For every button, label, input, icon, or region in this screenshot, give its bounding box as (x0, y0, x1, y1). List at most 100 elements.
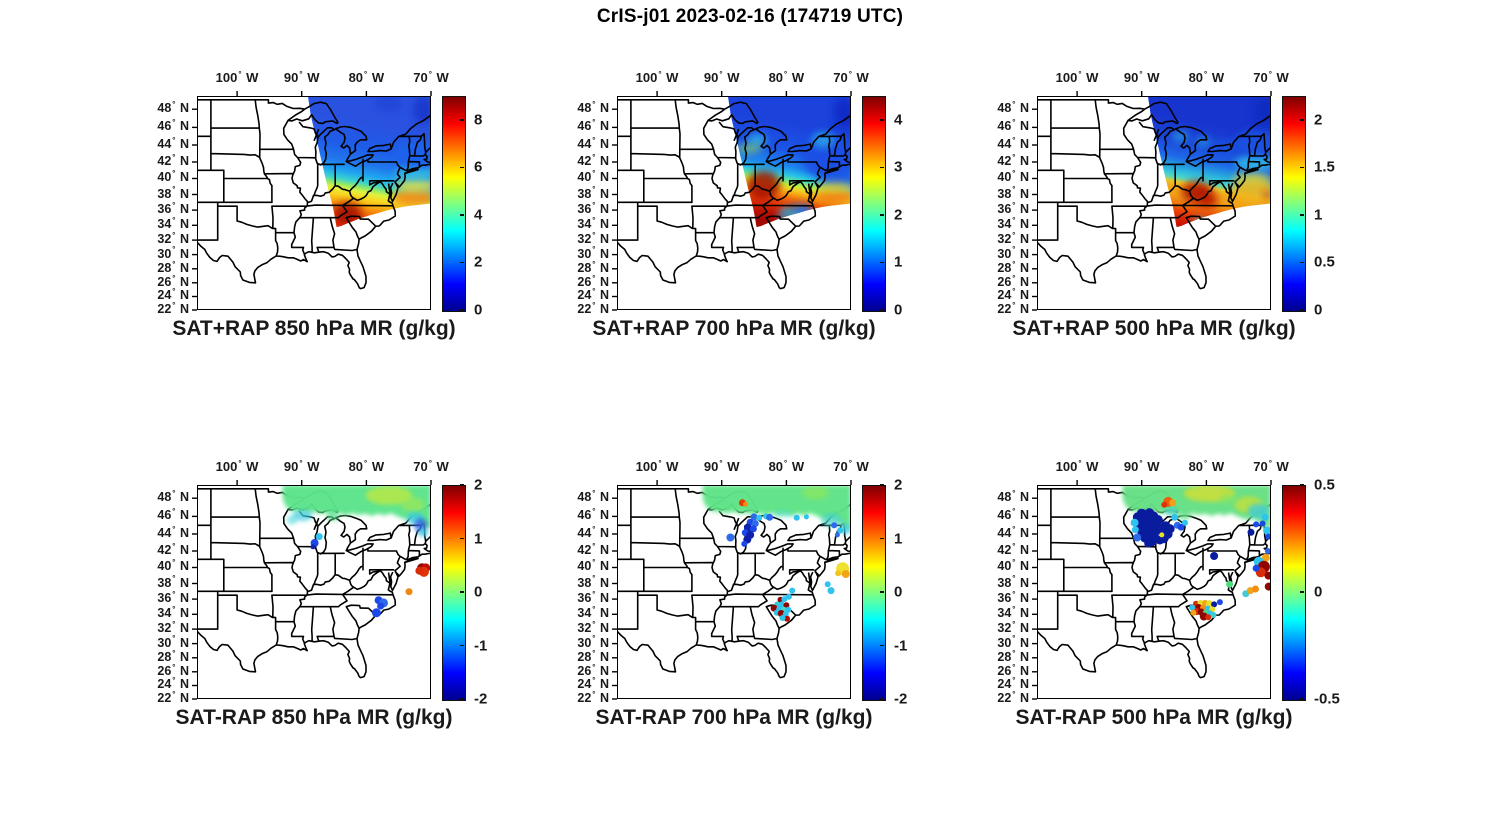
colorbar-tick-mark (880, 698, 884, 700)
degree-symbol: ° (428, 458, 432, 468)
y-tick-label: 36° N (997, 589, 1029, 606)
data-patch (736, 144, 762, 153)
degree-symbol: ° (1012, 619, 1016, 629)
y-tick-label: 46° N (997, 118, 1029, 134)
colorbar-tick-label: 4 (474, 206, 483, 224)
colorbar-gradient (1283, 97, 1305, 311)
y-tick-label: 24° N (577, 287, 609, 303)
retrieval-swath-layer (1037, 96, 1271, 290)
x-tick-label: 100° W (215, 458, 259, 474)
y-tick-label: 46° N (157, 118, 189, 134)
data-patch (789, 205, 796, 211)
x-tick-label: 80° W (1188, 69, 1225, 85)
y-tick-label: 38° N (577, 185, 609, 201)
y-tick-label: 22° N (157, 689, 189, 705)
y-tick-label: 26° N (157, 662, 189, 678)
data-patch (333, 201, 362, 227)
y-tick-label: 34° N (997, 605, 1029, 621)
data-dot (1182, 519, 1188, 526)
degree-symbol: ° (1012, 589, 1016, 599)
x-tick-label: 70° W (413, 69, 449, 85)
state-boundaries (197, 488, 431, 679)
y-tick-label: 36° N (997, 200, 1029, 217)
x-tick-label: 70° W (833, 69, 869, 85)
data-dot (1264, 548, 1271, 554)
data-dot (837, 527, 843, 534)
degree-symbol: ° (1012, 676, 1016, 686)
colorbar-sat-minus-rap-850 (442, 485, 466, 701)
x-tick-label: 90° W (703, 458, 740, 474)
data-dot (778, 601, 785, 608)
degree-symbol: ° (1012, 185, 1016, 195)
x-tick-label: 80° W (768, 458, 805, 474)
colorbar-tick-label: 2 (474, 253, 483, 271)
degree-symbol: ° (719, 458, 723, 468)
colorbar-sat-plus-rap-850 (442, 96, 466, 312)
colorbar-tick-mark (460, 119, 464, 121)
y-tick-label: 40° N (577, 558, 609, 574)
state-boundaries (617, 488, 851, 679)
degree-symbol: ° (592, 118, 596, 128)
degree-symbol: ° (1012, 216, 1016, 226)
x-tick-label: 80° W (348, 69, 385, 85)
degree-symbol: ° (1139, 69, 1143, 79)
colorbar-tick-label: 1 (894, 530, 903, 547)
degree-symbol: ° (1012, 689, 1016, 699)
degree-symbol: ° (172, 259, 176, 269)
colorbar-tick-mark (880, 591, 884, 593)
y-tick-label: 28° N (157, 259, 189, 275)
degree-symbol: ° (592, 605, 596, 615)
colorbar-tick-label: 2 (894, 206, 903, 224)
data-dot (1133, 533, 1142, 542)
y-tick-label: 38° N (997, 574, 1029, 590)
y-tick-label: 26° N (157, 273, 189, 289)
colorbar-gradient (863, 97, 885, 311)
degree-symbol: ° (592, 300, 596, 310)
degree-symbol: ° (1012, 489, 1016, 499)
degree-symbol: ° (592, 273, 596, 283)
degree-symbol: ° (848, 69, 852, 79)
x-tick-label: 100° W (1055, 458, 1099, 474)
y-tick-label: 30° N (997, 245, 1029, 261)
degree-symbol: ° (172, 152, 176, 162)
y-tick-label: 26° N (997, 662, 1029, 678)
y-tick-label: 36° N (577, 200, 609, 217)
data-dot (835, 570, 842, 577)
y-tick-label: 28° N (997, 259, 1029, 275)
y-tick-label: 28° N (997, 648, 1029, 664)
colorbar-tick-label: 0.5 (1314, 253, 1335, 271)
state-boundaries (1037, 99, 1271, 290)
x-tick-label: 90° W (283, 69, 320, 85)
map-canvas-sat-plus-rap-500 (1032, 91, 1272, 311)
y-tick-label: 22° N (577, 689, 609, 705)
colorbar-sat-minus-rap-500 (1282, 485, 1306, 701)
degree-symbol: ° (172, 489, 176, 499)
colorbar-tick-label: 0 (894, 301, 903, 319)
x-tick-label: 100° W (635, 458, 679, 474)
colorbar-tick-mark (880, 261, 884, 264)
colorbar-tick-mark (1300, 119, 1304, 121)
x-tick-label: 90° W (703, 69, 740, 85)
data-dot (1171, 513, 1179, 521)
degree-symbol: ° (1012, 100, 1016, 110)
panel-caption-sat-minus-rap-500: SAT-RAP 500 hPa MR (g/kg) (1015, 706, 1293, 729)
y-tick-label: 30° N (157, 634, 189, 650)
degree-symbol: ° (1012, 135, 1016, 145)
degree-symbol: ° (592, 574, 596, 584)
data-dot (1211, 601, 1218, 608)
degree-symbol: ° (172, 558, 176, 568)
degree-symbol: ° (848, 458, 852, 468)
degree-symbol: ° (1012, 605, 1016, 615)
degree-symbol: ° (172, 100, 176, 110)
y-tick-label: 24° N (997, 287, 1029, 303)
y-tick-label: 38° N (157, 574, 189, 590)
y-tick-label: 22° N (997, 689, 1029, 705)
degree-symbol: ° (172, 200, 176, 210)
data-dot (1205, 614, 1212, 621)
data-dot (834, 532, 840, 538)
data-dot (831, 522, 838, 529)
data-patch (392, 188, 431, 207)
colorbar-tick-label: 1 (1314, 206, 1323, 224)
degree-symbol: ° (592, 689, 596, 699)
data-dot (1155, 535, 1165, 545)
